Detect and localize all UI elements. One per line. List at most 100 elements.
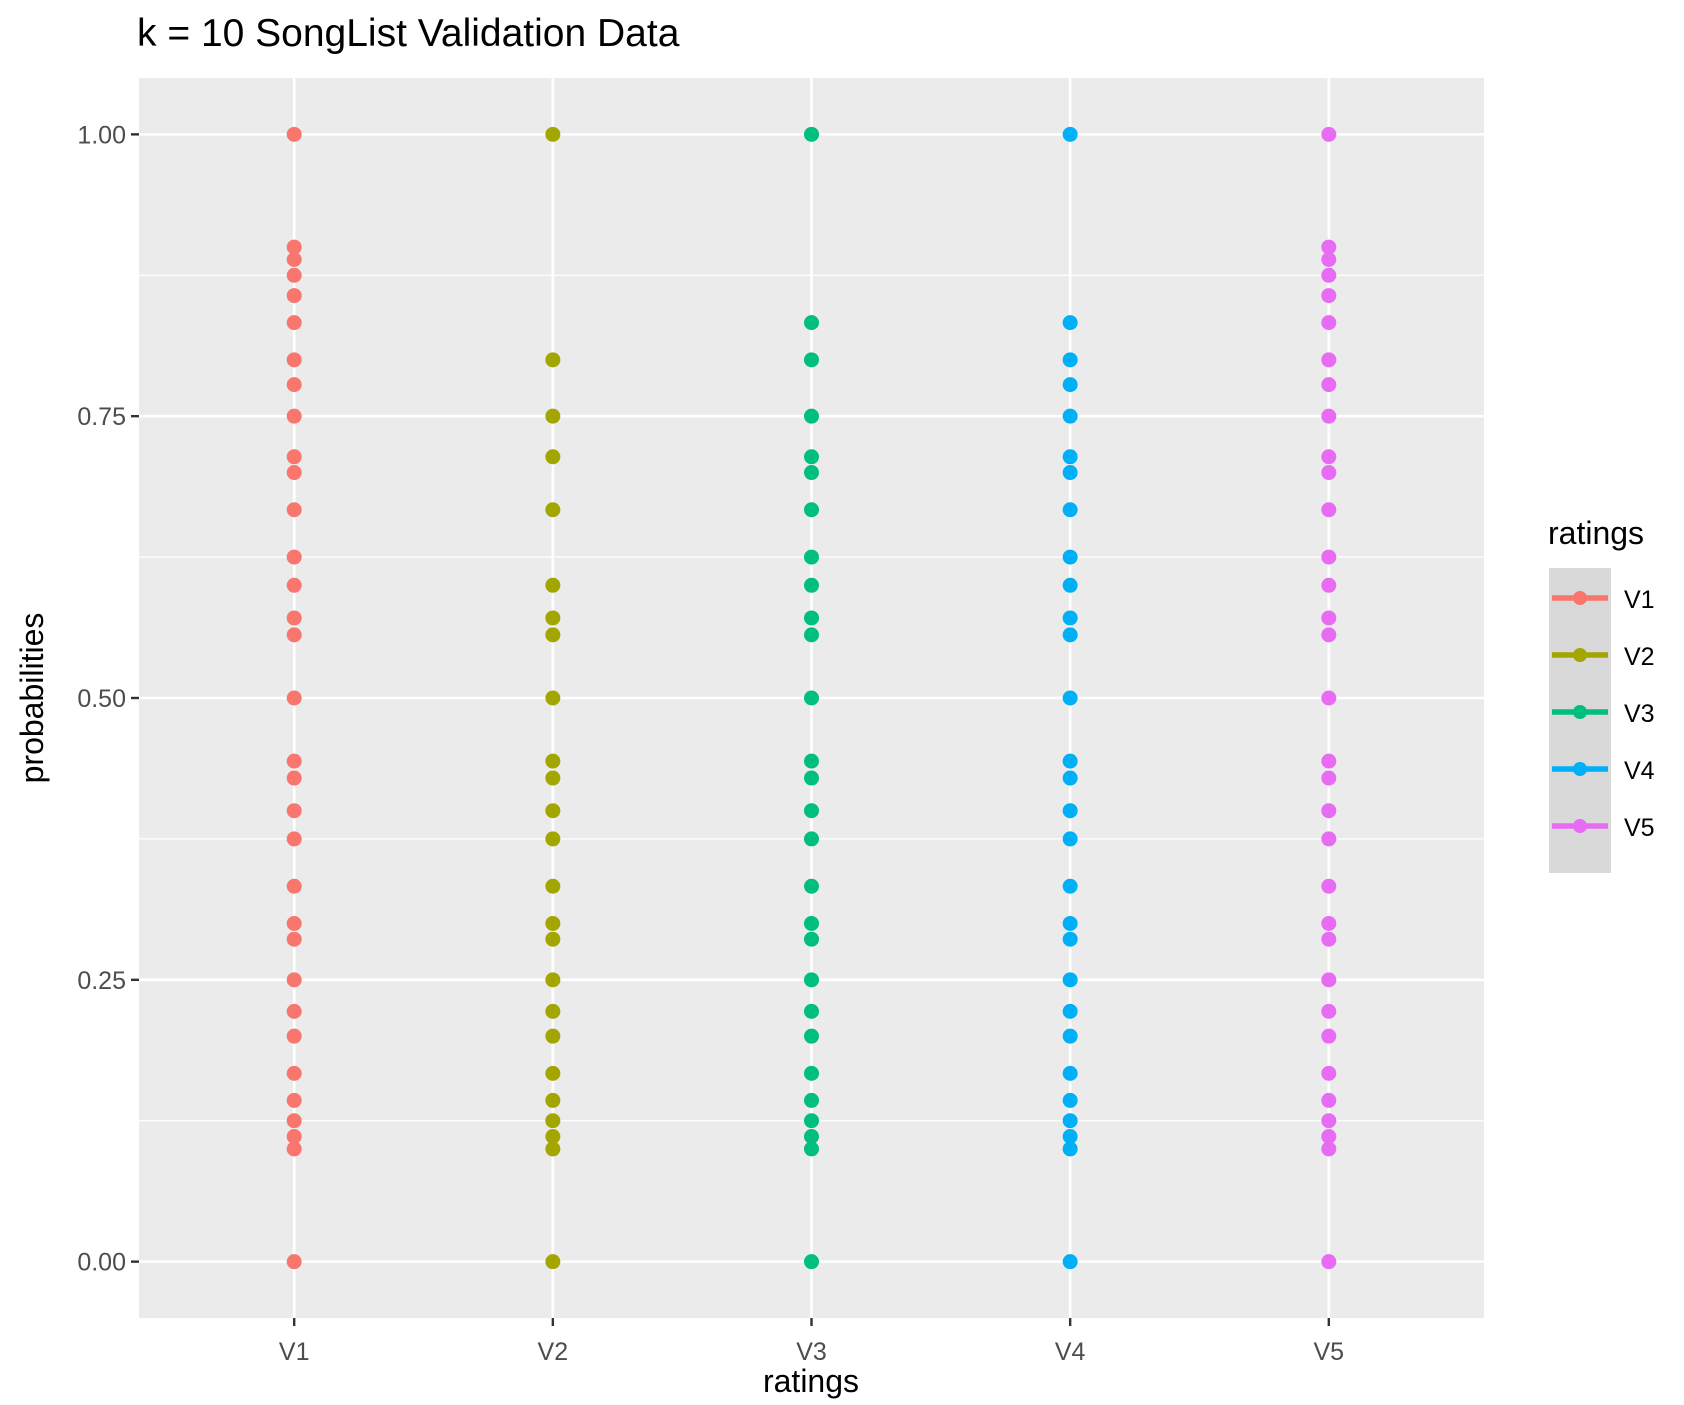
data-point [286,1141,302,1157]
data-point [545,1141,561,1157]
data-point [1062,1113,1078,1129]
data-point [1062,931,1078,947]
data-point [1321,251,1337,267]
data-point [286,915,302,931]
x-axis: V1 V2 V3 V4 V5 [279,1318,1344,1366]
data-point [1062,753,1078,769]
data-point [286,251,302,267]
data-point [1321,972,1337,988]
data-point [1321,577,1337,593]
data-point [804,449,819,465]
data-point [286,577,302,593]
data-point [1321,803,1337,819]
data-point [545,831,561,847]
x-tick-label: V2 [538,1338,569,1366]
legend-key-point [1573,705,1587,719]
x-tick-label: V4 [1055,1338,1086,1366]
legend-entry-label: V2 [1624,643,1655,671]
data-point [804,465,819,481]
data-point [1321,502,1337,518]
data-point [1062,1028,1078,1044]
data-point [1062,1141,1078,1157]
data-point [545,1113,561,1129]
data-point [804,915,819,931]
data-point [804,627,819,643]
data-point [804,610,819,626]
data-point [1321,549,1337,565]
y-axis: 0.00 0.25 0.50 0.75 1.00 [77,121,139,1277]
y-tick-label: 0.25 [77,967,126,995]
data-point [286,972,302,988]
data-point [804,1092,819,1108]
data-point [545,1092,561,1108]
data-points [286,126,1337,1270]
data-point [286,239,302,255]
data-point [545,915,561,931]
data-point [545,610,561,626]
data-point [1321,1065,1337,1081]
data-point [1062,770,1078,786]
data-point [545,878,561,894]
data-point [1062,1003,1078,1019]
data-point [1062,1254,1078,1270]
data-point [286,627,302,643]
data-point [545,1028,561,1044]
data-point [1321,408,1337,424]
data-point [1321,931,1337,947]
data-point [1062,690,1078,706]
data-point [286,126,302,142]
y-axis-label: probabilities [14,613,50,784]
data-point [1062,352,1078,368]
data-point [1321,126,1337,142]
data-point [1321,1254,1337,1270]
chart-title: k = 10 SongList Validation Data [137,12,680,55]
legend-entries: V1 V2 V3 V4 V5 [1552,586,1655,842]
data-point [545,690,561,706]
data-point [804,972,819,988]
data-point [1321,315,1337,331]
data-point [1062,315,1078,331]
data-point [545,1065,561,1081]
data-point [286,267,302,283]
data-point [804,831,819,847]
legend-entry-label: V3 [1624,700,1655,728]
data-point [804,770,819,786]
x-axis-label: ratings [763,1363,859,1399]
data-point [1321,627,1337,643]
data-point [545,1254,561,1270]
legend-entry-label: V1 [1624,586,1655,614]
y-tick-label: 0.75 [77,403,126,431]
legend-entry-label: V4 [1624,757,1655,785]
data-point [286,377,302,393]
legend-key-point [1573,819,1587,833]
data-point [286,1129,302,1145]
data-point [286,408,302,424]
data-point [804,1065,819,1081]
data-point [1321,1129,1337,1145]
data-point [1062,878,1078,894]
data-point [286,1254,302,1270]
data-point [545,1129,561,1145]
data-point [1062,502,1078,518]
data-point [286,753,302,769]
data-point [1321,239,1337,255]
data-point [804,803,819,819]
data-point [1321,915,1337,931]
data-point [286,1113,302,1129]
data-point [286,878,302,894]
data-point [1062,126,1078,142]
data-point [286,690,302,706]
data-point [545,352,561,368]
data-point [286,831,302,847]
data-point [286,770,302,786]
data-point [804,690,819,706]
data-point [545,803,561,819]
data-point [804,126,819,142]
data-point [545,770,561,786]
data-point [1321,465,1337,481]
data-point [545,627,561,643]
data-point [804,1129,819,1145]
data-point [1321,753,1337,769]
